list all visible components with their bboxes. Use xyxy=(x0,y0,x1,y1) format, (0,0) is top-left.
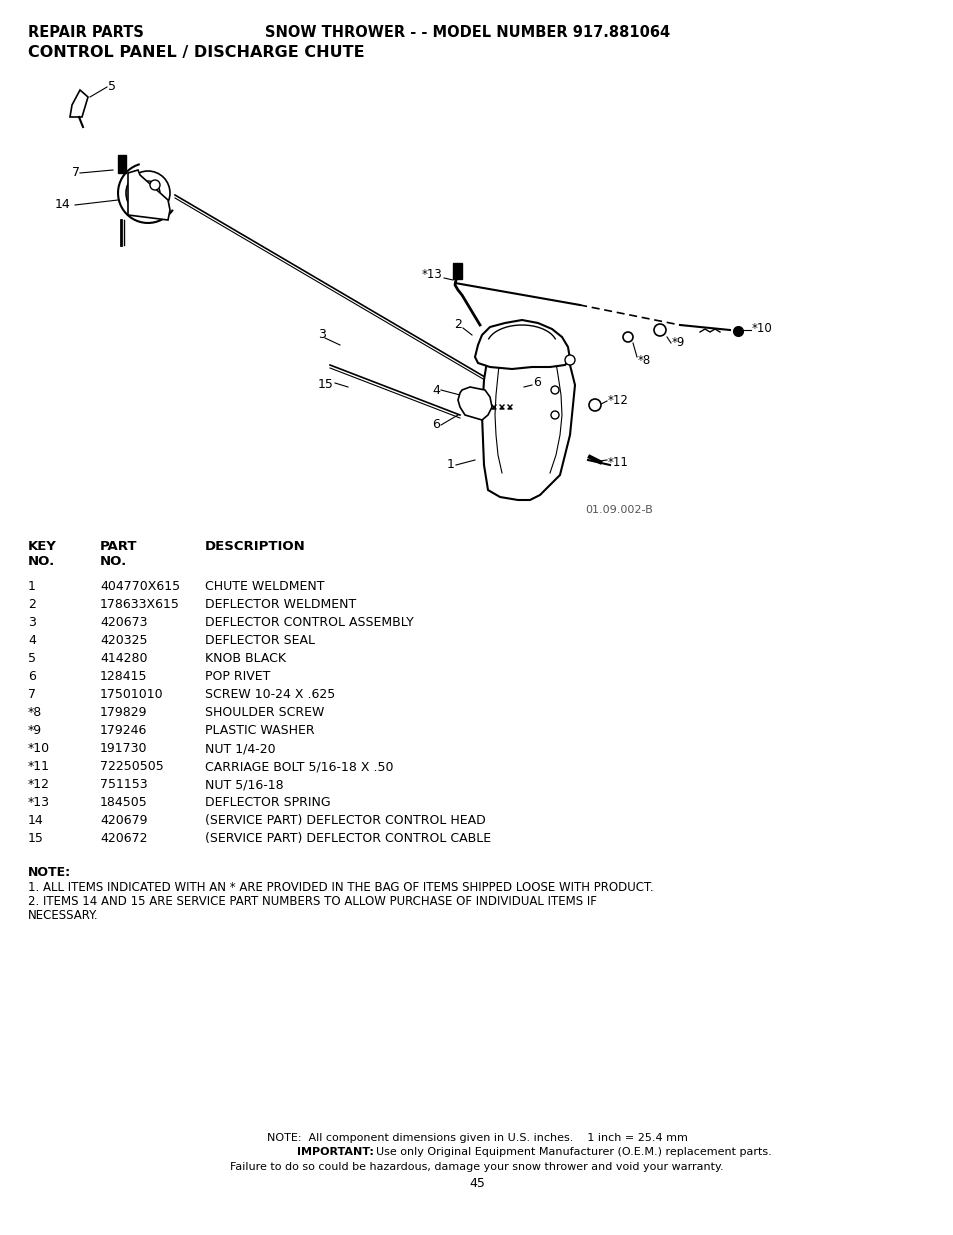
Text: 15: 15 xyxy=(317,378,334,391)
Text: PART
NO.: PART NO. xyxy=(100,540,137,568)
Text: *9: *9 xyxy=(28,724,42,737)
Circle shape xyxy=(564,354,575,366)
Text: (SERVICE PART) DEFLECTOR CONTROL HEAD: (SERVICE PART) DEFLECTOR CONTROL HEAD xyxy=(205,814,485,827)
Text: 420325: 420325 xyxy=(100,634,148,647)
Text: 17501010: 17501010 xyxy=(100,688,164,701)
Text: Use only Original Equipment Manufacturer (O.E.M.) replacement parts.: Use only Original Equipment Manufacturer… xyxy=(369,1147,771,1157)
Text: 6: 6 xyxy=(533,377,540,389)
Text: 404770X615: 404770X615 xyxy=(100,580,180,593)
Text: Failure to do so could be hazardous, damage your snow thrower and void your warr: Failure to do so could be hazardous, dam… xyxy=(230,1162,723,1172)
Text: *10: *10 xyxy=(751,321,772,335)
Text: IMPORTANT:: IMPORTANT: xyxy=(296,1147,374,1157)
Circle shape xyxy=(551,387,558,394)
Polygon shape xyxy=(453,263,461,279)
Circle shape xyxy=(136,182,160,205)
Text: 4: 4 xyxy=(28,634,36,647)
Text: 7: 7 xyxy=(28,688,36,701)
Text: 2: 2 xyxy=(28,598,36,611)
Text: DEFLECTOR CONTROL ASSEMBLY: DEFLECTOR CONTROL ASSEMBLY xyxy=(205,616,414,629)
Text: 2. ITEMS 14 AND 15 ARE SERVICE PART NUMBERS TO ALLOW PURCHASE OF INDIVIDUAL ITEM: 2. ITEMS 14 AND 15 ARE SERVICE PART NUMB… xyxy=(28,895,597,908)
Text: 191730: 191730 xyxy=(100,742,148,755)
Text: SHOULDER SCREW: SHOULDER SCREW xyxy=(205,706,324,719)
Text: 6: 6 xyxy=(432,419,439,431)
Text: *11: *11 xyxy=(28,760,50,773)
Text: *12: *12 xyxy=(28,778,50,790)
Text: *13: *13 xyxy=(28,797,50,809)
Text: 14: 14 xyxy=(55,199,71,211)
Text: 7: 7 xyxy=(71,167,80,179)
Circle shape xyxy=(654,324,665,336)
Text: 420672: 420672 xyxy=(100,832,148,845)
Text: 4: 4 xyxy=(432,384,439,396)
Text: 1. ALL ITEMS INDICATED WITH AN * ARE PROVIDED IN THE BAG OF ITEMS SHIPPED LOOSE : 1. ALL ITEMS INDICATED WITH AN * ARE PRO… xyxy=(28,881,653,894)
Text: CARRIAGE BOLT 5/16-18 X .50: CARRIAGE BOLT 5/16-18 X .50 xyxy=(205,760,393,773)
Text: *10: *10 xyxy=(28,742,51,755)
Polygon shape xyxy=(457,387,492,420)
Text: 179829: 179829 xyxy=(100,706,148,719)
Polygon shape xyxy=(118,156,126,173)
Text: 178633X615: 178633X615 xyxy=(100,598,180,611)
Text: 184505: 184505 xyxy=(100,797,148,809)
Text: 01.09.002-B: 01.09.002-B xyxy=(584,505,652,515)
Polygon shape xyxy=(481,354,575,500)
Text: 1: 1 xyxy=(447,458,455,472)
Text: 2: 2 xyxy=(454,319,461,331)
Circle shape xyxy=(622,332,633,342)
Text: 128415: 128415 xyxy=(100,671,148,683)
Text: 72250505: 72250505 xyxy=(100,760,164,773)
Text: 179246: 179246 xyxy=(100,724,147,737)
Text: SCREW 10-24 X .625: SCREW 10-24 X .625 xyxy=(205,688,335,701)
Text: POP RIVET: POP RIVET xyxy=(205,671,270,683)
Text: KEY
NO.: KEY NO. xyxy=(28,540,57,568)
Text: 14: 14 xyxy=(28,814,44,827)
Text: 3: 3 xyxy=(317,329,326,342)
Text: 3: 3 xyxy=(28,616,36,629)
Circle shape xyxy=(551,411,558,419)
Text: NUT 5/16-18: NUT 5/16-18 xyxy=(205,778,283,790)
Text: NUT 1/4-20: NUT 1/4-20 xyxy=(205,742,275,755)
Text: CONTROL PANEL / DISCHARGE CHUTE: CONTROL PANEL / DISCHARGE CHUTE xyxy=(28,44,364,61)
Text: 5: 5 xyxy=(28,652,36,664)
Text: 1: 1 xyxy=(28,580,36,593)
Text: 45: 45 xyxy=(469,1177,484,1191)
Text: 420679: 420679 xyxy=(100,814,148,827)
Text: 751153: 751153 xyxy=(100,778,148,790)
Text: NECESSARY.: NECESSARY. xyxy=(28,909,98,923)
Text: *11: *11 xyxy=(607,456,628,468)
Text: *9: *9 xyxy=(671,336,684,350)
Text: PLASTIC WASHER: PLASTIC WASHER xyxy=(205,724,314,737)
Text: NOTE:  All component dimensions given in U.S. inches.    1 inch = 25.4 mm: NOTE: All component dimensions given in … xyxy=(266,1132,687,1144)
Text: NOTE:: NOTE: xyxy=(28,866,71,879)
Text: DEFLECTOR SEAL: DEFLECTOR SEAL xyxy=(205,634,314,647)
Text: DESCRIPTION: DESCRIPTION xyxy=(205,540,305,553)
Circle shape xyxy=(126,170,170,215)
Text: *8: *8 xyxy=(28,706,42,719)
Text: 15: 15 xyxy=(28,832,44,845)
Text: 5: 5 xyxy=(108,80,116,94)
Text: *8: *8 xyxy=(638,353,651,367)
Text: SNOW THROWER - - MODEL NUMBER 917.881064: SNOW THROWER - - MODEL NUMBER 917.881064 xyxy=(265,25,669,40)
Text: 420673: 420673 xyxy=(100,616,148,629)
Text: KNOB BLACK: KNOB BLACK xyxy=(205,652,286,664)
Polygon shape xyxy=(128,170,170,220)
Text: 414280: 414280 xyxy=(100,652,148,664)
Text: (SERVICE PART) DEFLECTOR CONTROL CABLE: (SERVICE PART) DEFLECTOR CONTROL CABLE xyxy=(205,832,491,845)
Text: 6: 6 xyxy=(28,671,36,683)
Circle shape xyxy=(150,180,160,190)
Polygon shape xyxy=(475,320,569,369)
Text: *12: *12 xyxy=(607,394,628,406)
Polygon shape xyxy=(70,90,88,117)
Text: DEFLECTOR SPRING: DEFLECTOR SPRING xyxy=(205,797,331,809)
Text: *13: *13 xyxy=(421,268,441,282)
Text: DEFLECTOR WELDMENT: DEFLECTOR WELDMENT xyxy=(205,598,355,611)
Text: CHUTE WELDMENT: CHUTE WELDMENT xyxy=(205,580,324,593)
Text: REPAIR PARTS: REPAIR PARTS xyxy=(28,25,144,40)
Circle shape xyxy=(588,399,600,411)
